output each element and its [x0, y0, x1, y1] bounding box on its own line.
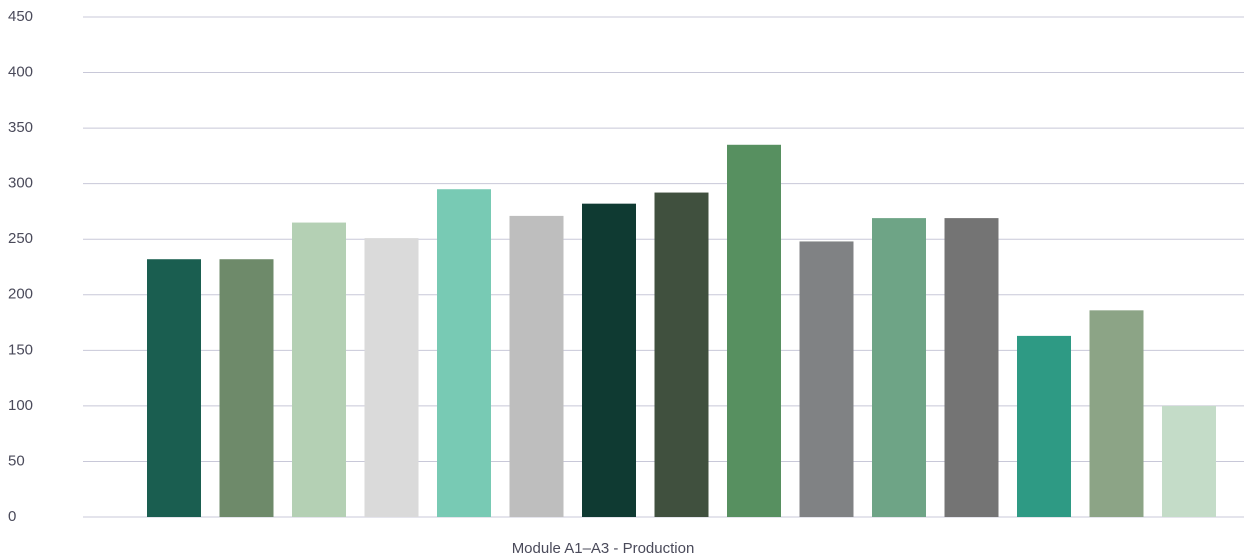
bar	[509, 215, 564, 517]
bar	[292, 222, 346, 518]
bar	[799, 241, 854, 517]
bar	[727, 144, 781, 517]
bar	[1089, 310, 1144, 517]
bar	[437, 189, 491, 517]
y-tick-label: 150	[8, 341, 33, 358]
bar	[147, 259, 201, 517]
y-tick-label: 200	[8, 286, 33, 303]
y-tick-label: 350	[8, 119, 33, 136]
y-tick-label: 400	[8, 64, 33, 81]
bar	[364, 238, 419, 517]
bar	[1162, 405, 1216, 517]
bar	[1017, 335, 1071, 517]
y-tick-label: 50	[8, 452, 25, 469]
y-tick-label: 100	[8, 397, 33, 414]
bar	[219, 259, 274, 517]
bar	[654, 192, 709, 518]
bar	[582, 203, 636, 517]
y-tick-label: 250	[8, 230, 33, 247]
x-tick-label: Module A1–A3 - Production	[512, 540, 695, 557]
bar	[944, 218, 999, 517]
y-tick-label: 0	[8, 508, 16, 525]
y-tick-label: 450	[8, 8, 33, 25]
y-tick-label: 300	[8, 175, 33, 192]
bar	[872, 218, 926, 517]
